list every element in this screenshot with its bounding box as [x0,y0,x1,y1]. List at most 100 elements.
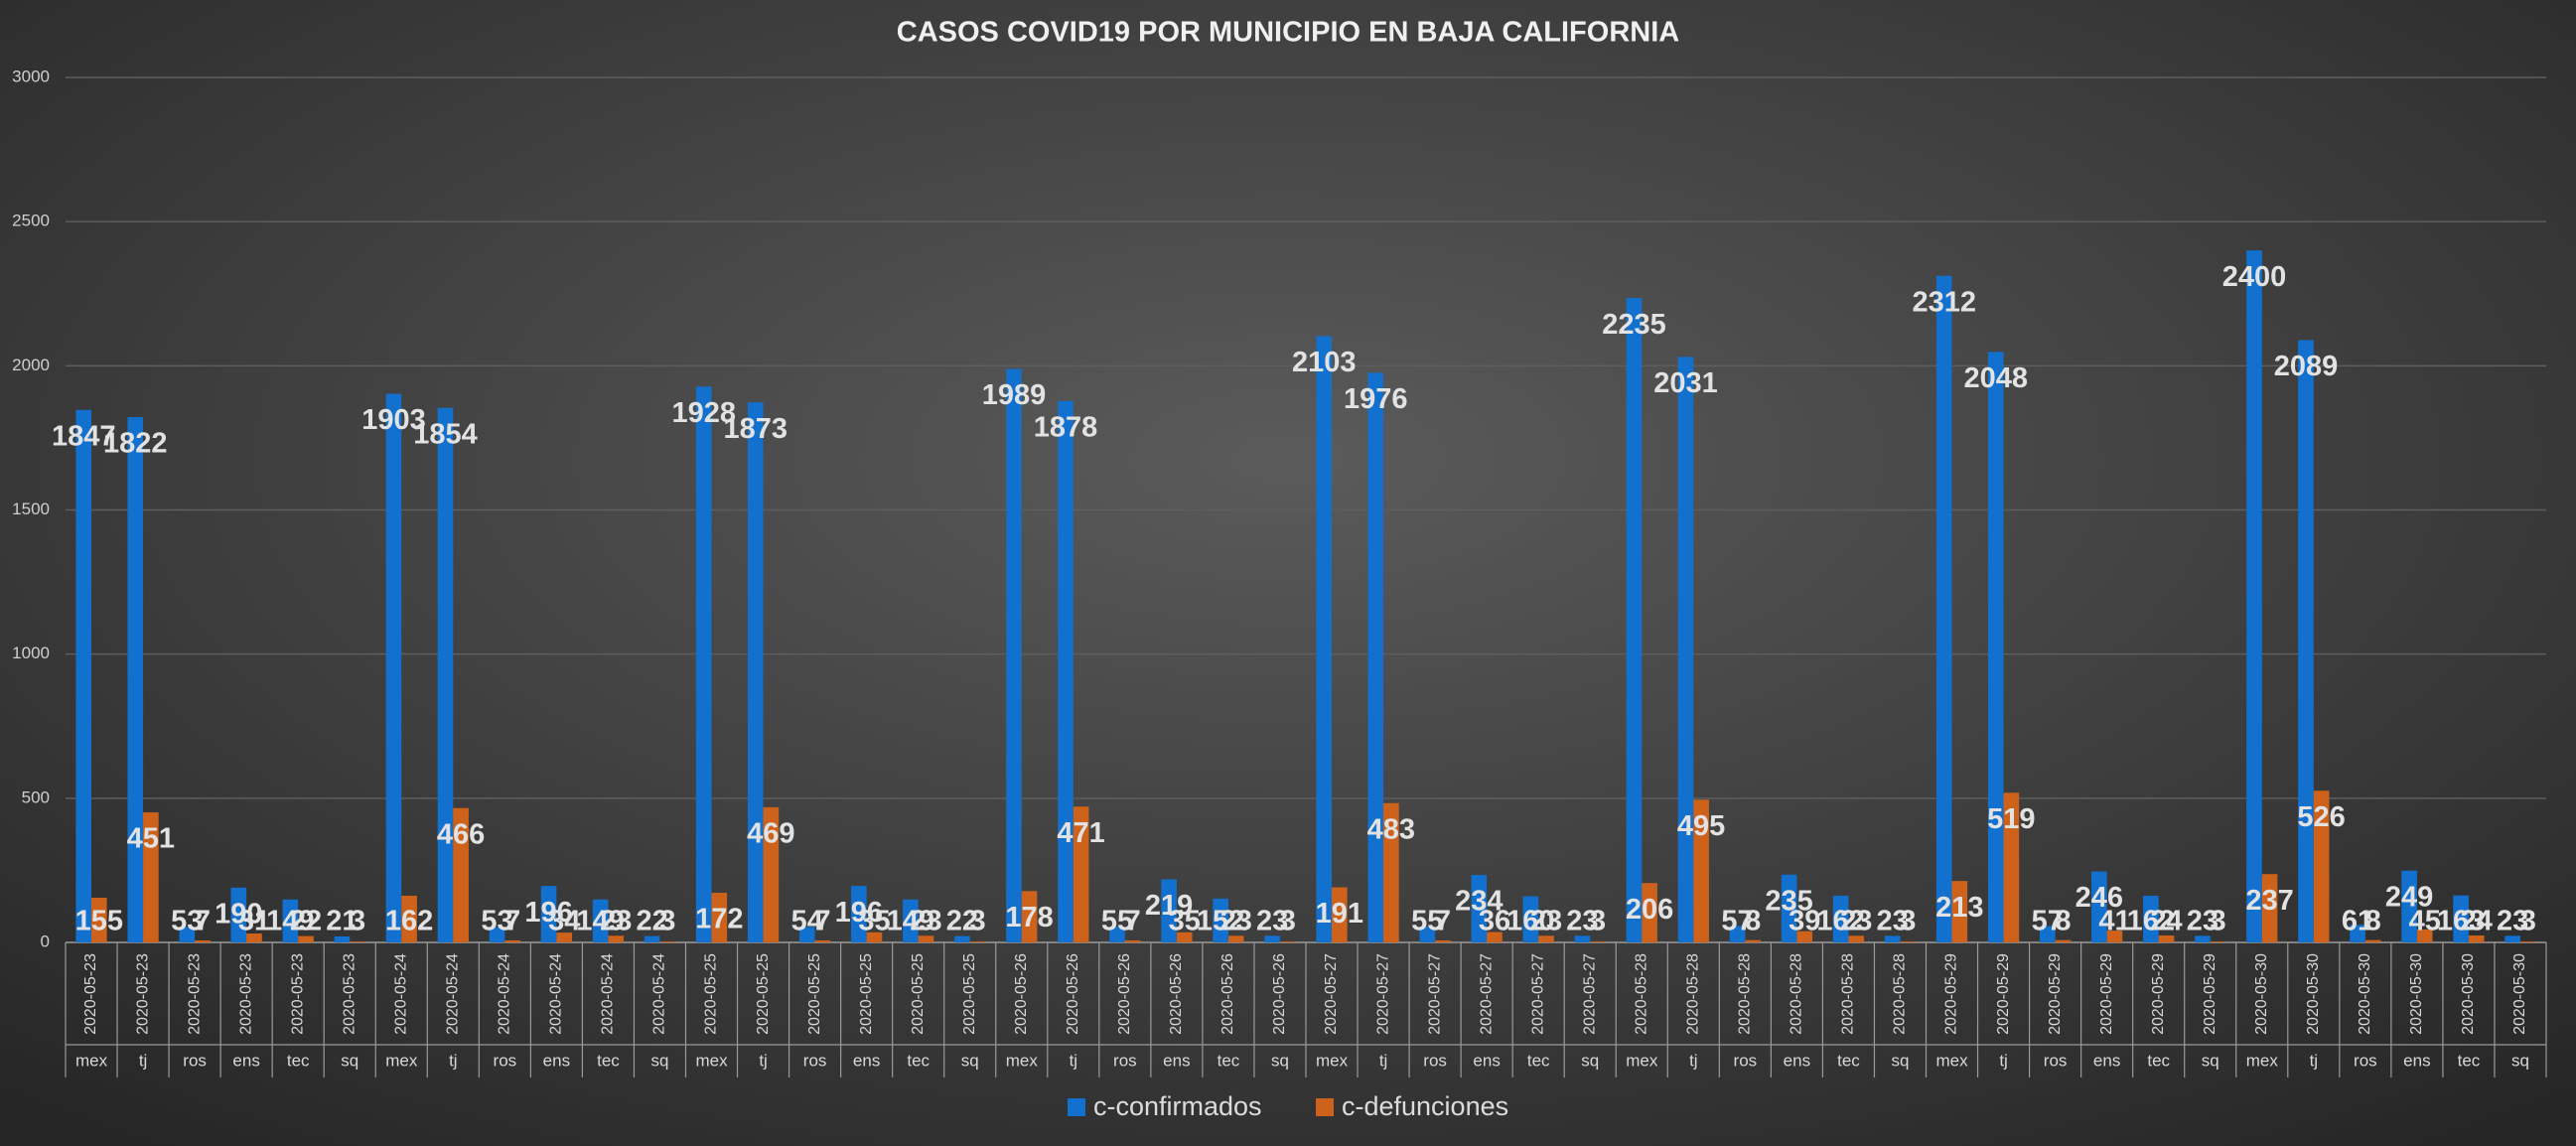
data-label: 53 [171,906,203,937]
x-tick-label: ens [1784,1051,1810,1070]
bar [556,932,573,942]
x-tick-label: 2020-05-24 [497,953,513,1035]
data-label: 34 [548,906,580,937]
x-tick-label: 2020-05-30 [2357,953,2373,1035]
data-label: 191 [1316,898,1363,930]
data-label: 2312 [1912,286,1976,318]
bar [2401,870,2417,942]
data-label: 23 [1566,906,1598,937]
bar [179,927,196,942]
data-label: 7 [195,906,211,937]
data-label: 2400 [2222,261,2287,293]
bar [644,935,660,942]
bar [1487,931,1503,942]
x-tick-label: mex [2246,1051,2279,1070]
x-tick-label: ros [803,1051,827,1070]
bar [453,807,469,942]
data-label: 55 [1101,906,1133,937]
bar [814,939,831,942]
bar [334,935,351,942]
data-label: 54 [791,906,823,937]
data-label: 61 [2342,906,2373,937]
bar [1642,883,1657,942]
data-label: 196 [835,897,883,929]
bar [2143,895,2159,942]
bar [1884,935,1901,942]
bar [2158,935,2175,942]
data-label: 23 [1220,906,1252,937]
data-label: 249 [2385,881,2433,913]
x-tick-label: ros [2044,1051,2068,1070]
x-tick-label: 2020-05-28 [1685,953,1702,1035]
data-label: 55 [1411,906,1443,937]
x-tick-label: 2020-05-23 [186,953,203,1035]
x-tick-label: 2020-05-26 [1271,953,1288,1035]
bar [954,935,970,942]
legend-swatch [1068,1098,1085,1116]
data-label: 219 [1145,890,1193,922]
bar [143,812,159,942]
bar [1383,802,1399,942]
bar [969,941,986,942]
data-label: 3 [1900,906,1916,937]
bar [91,897,107,942]
bar [2313,790,2330,942]
data-label: 155 [75,906,123,937]
data-label: 149 [576,906,624,937]
data-label: 1822 [103,428,168,460]
data-label: 466 [437,818,485,850]
data-label: 57 [2032,906,2064,937]
x-tick-label: 2020-05-30 [2408,953,2425,1035]
x-tick-label: sq [961,1051,979,1070]
data-label: 7 [814,906,830,937]
data-label: 23 [2497,906,2528,937]
data-label: 23 [1256,906,1288,937]
y-tick-label: 3000 [12,67,50,85]
chart-title: CASOS COVID19 POR MUNICIPIO EN BAJA CALI… [897,17,1680,49]
x-tick-label: 2020-05-23 [289,953,306,1035]
x-tick-label: 2020-05-26 [1116,953,1133,1035]
bar [866,931,883,942]
data-label: 35 [1169,906,1201,937]
x-tick-label: 2020-05-27 [1529,953,1546,1035]
x-tick-label: 2020-05-28 [1892,953,1909,1035]
data-label: 172 [695,904,743,935]
bar [2350,925,2365,942]
data-label: 3 [2210,906,2225,937]
y-tick-label: 0 [41,931,50,950]
bar [1332,887,1348,942]
x-tick-label: 2020-05-28 [1840,953,1857,1035]
bar [2106,931,2123,942]
x-tick-label: 2020-05-25 [961,953,978,1035]
bar [1832,895,1849,942]
data-label: 190 [215,898,262,930]
data-label: 8 [1745,906,1761,937]
x-tick-label: 2020-05-28 [1789,953,1805,1035]
data-label: 237 [2245,885,2293,917]
x-tick-label: 2020-05-29 [2202,953,2218,1035]
bar [1796,931,1813,942]
x-tick-label: 2020-05-25 [703,953,720,1035]
data-label: 3 [2520,906,2536,937]
bar [2039,926,2056,942]
x-tick-label: 2020-05-26 [1065,953,1081,1035]
bar [1538,935,1554,942]
data-label: 23 [600,906,632,937]
data-label: 160 [1506,906,1554,937]
bar [1781,874,1797,942]
data-label: 39 [1789,906,1820,937]
x-tick-label: ens [543,1051,570,1070]
data-label: 22 [946,906,978,937]
bar [1951,881,1968,942]
data-label: 469 [747,817,794,849]
x-tick-label: tec [1527,1051,1550,1070]
bar [2210,941,2226,942]
data-label: 53 [481,906,512,937]
data-label: 23 [1877,906,1909,937]
data-label: 495 [1677,810,1725,842]
data-label: 246 [2075,882,2123,914]
x-tick-label: tj [1070,1051,1078,1070]
data-label: 213 [1935,892,1983,924]
x-tick-label: mex [1316,1051,1349,1070]
